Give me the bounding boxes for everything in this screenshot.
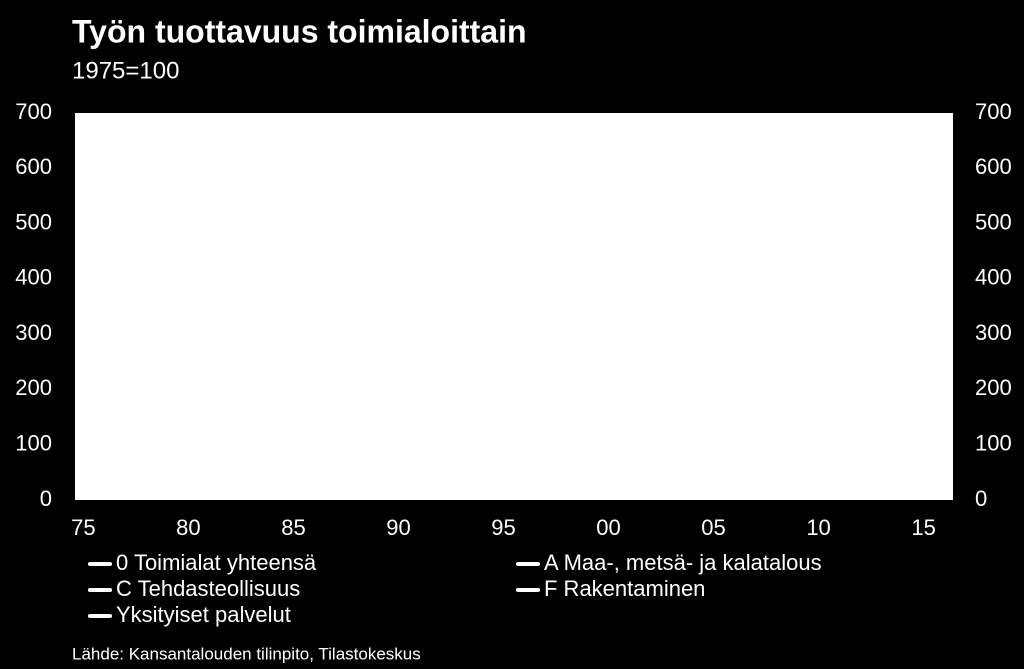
x-tick-label: 15 (911, 515, 935, 540)
y-tick-label: 500 (15, 209, 52, 234)
x-tick-label: 00 (596, 515, 620, 540)
y-tick-label: 400 (15, 265, 52, 290)
x-tick-label: 10 (806, 515, 830, 540)
y2-tick-label: 500 (975, 209, 1012, 234)
x-tick-label: 85 (281, 515, 305, 540)
x-tick-label: 75 (71, 515, 95, 540)
y-tick-label: 200 (15, 375, 52, 400)
x-tick-label: 05 (701, 515, 725, 540)
plot-area (75, 113, 953, 500)
x-tick-label: 95 (491, 515, 515, 540)
y-tick-label: 0 (40, 486, 52, 511)
y2-tick-label: 400 (975, 265, 1012, 290)
y2-tick-label: 700 (975, 99, 1012, 124)
legend-label: A Maa-, metsä- ja kalatalous (544, 550, 822, 575)
chart-title: Työn tuottavuus toimialoittain (72, 13, 527, 49)
legend-label: Yksityiset palvelut (116, 602, 291, 627)
x-tick-label: 80 (176, 515, 200, 540)
y2-tick-label: 100 (975, 431, 1012, 456)
y2-tick-label: 200 (975, 375, 1012, 400)
chart-subtitle: 1975=100 (72, 57, 179, 84)
source: Lähde: Kansantalouden tilinpito, Tilasto… (72, 644, 421, 663)
legend-label: C Tehdasteollisuus (116, 576, 300, 601)
x-tick-label: 90 (386, 515, 410, 540)
legend-label: 0 Toimialat yhteensä (116, 550, 317, 575)
y2-tick-label: 600 (975, 154, 1012, 179)
y2-tick-label: 300 (975, 320, 1012, 345)
legend-label: F Rakentaminen (544, 576, 705, 601)
y-tick-label: 700 (15, 99, 52, 124)
y2-tick-label: 0 (975, 486, 987, 511)
y-tick-label: 600 (15, 154, 52, 179)
y-tick-label: 300 (15, 320, 52, 345)
y-tick-label: 100 (15, 431, 52, 456)
